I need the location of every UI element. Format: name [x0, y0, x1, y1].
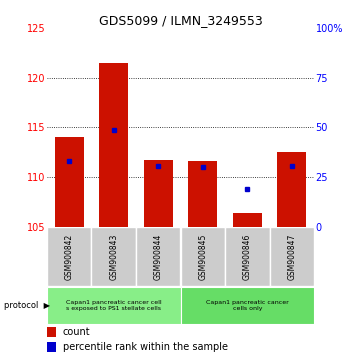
Bar [188, 161, 217, 227]
Bar [270, 227, 314, 286]
Text: GSM900844: GSM900844 [154, 233, 163, 280]
Bar [47, 342, 56, 353]
Bar [144, 160, 173, 227]
Bar [55, 137, 84, 227]
Bar [277, 152, 306, 227]
Bar [91, 227, 136, 286]
Text: count: count [63, 327, 91, 337]
Text: GSM900847: GSM900847 [287, 233, 296, 280]
Bar [99, 63, 128, 227]
Text: percentile rank within the sample: percentile rank within the sample [63, 342, 228, 352]
Bar [47, 327, 56, 337]
Bar [136, 227, 180, 286]
Text: GSM900843: GSM900843 [109, 233, 118, 280]
Bar [47, 227, 91, 286]
Bar [47, 287, 180, 324]
Bar [225, 227, 270, 286]
Bar [180, 227, 225, 286]
Text: protocol  ▶: protocol ▶ [4, 301, 50, 310]
Text: Capan1 pancreatic cancer
cells only: Capan1 pancreatic cancer cells only [206, 300, 289, 311]
Text: Capan1 pancreatic cancer cell
s exposed to PS1 stellate cells: Capan1 pancreatic cancer cell s exposed … [66, 300, 161, 311]
Bar [180, 287, 314, 324]
Text: GSM900842: GSM900842 [65, 234, 74, 280]
Text: GSM900845: GSM900845 [198, 233, 207, 280]
Title: GDS5099 / ILMN_3249553: GDS5099 / ILMN_3249553 [99, 14, 262, 27]
Text: GSM900846: GSM900846 [243, 233, 252, 280]
Bar [233, 213, 262, 227]
